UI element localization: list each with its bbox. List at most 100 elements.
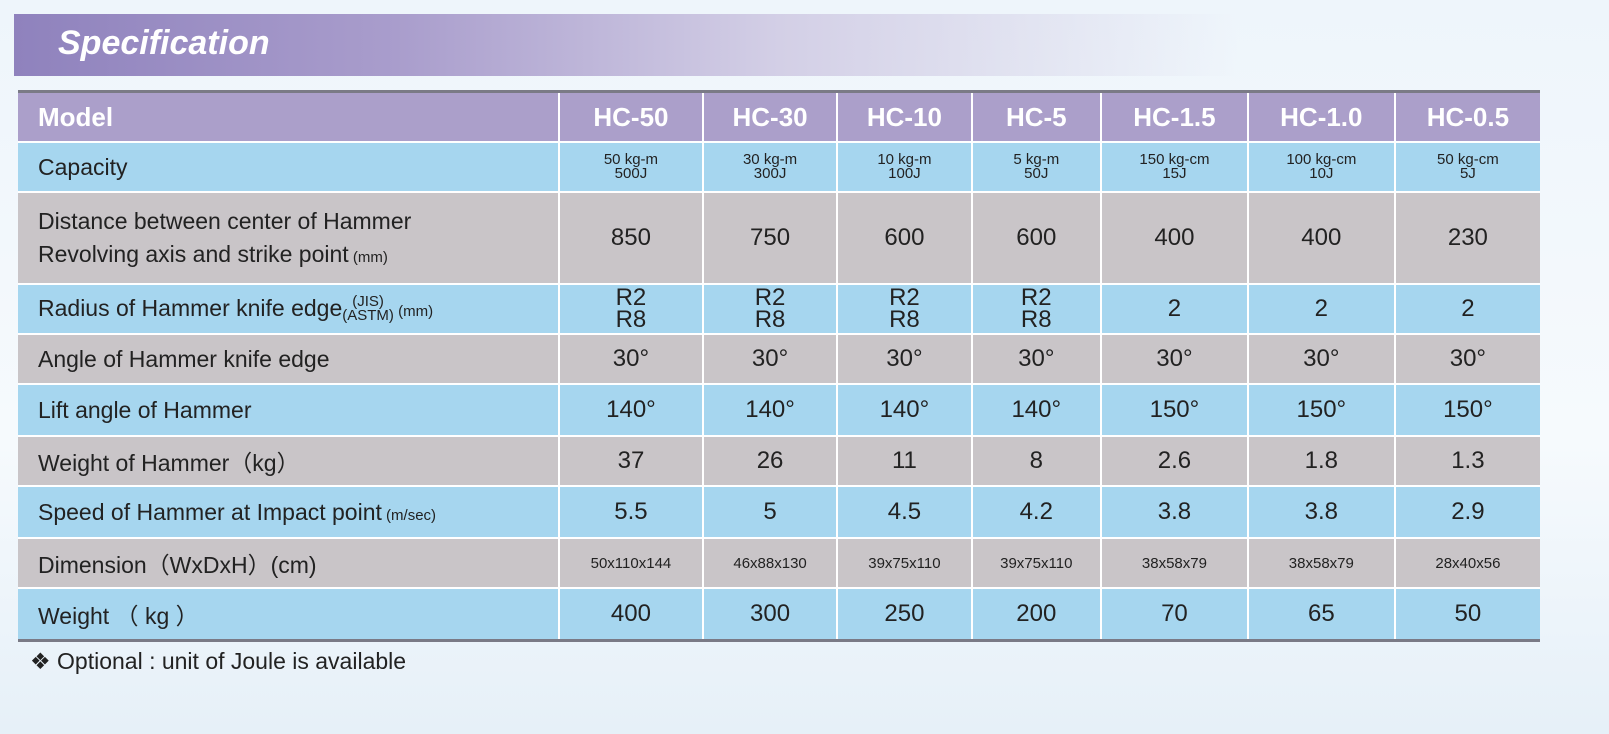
value-cell: 1.8 [1246, 436, 1395, 487]
value-cell: 65 [1246, 588, 1395, 642]
model-header: HC-1.5 [1099, 91, 1248, 143]
value-cell: 400 [1099, 192, 1248, 285]
value-line: 5 kg-m [1013, 151, 1060, 168]
value-cell: 50 [1393, 588, 1540, 642]
value-line: 50 kg-m [603, 151, 659, 168]
row-label: Speed of Hammer at Impact point (m/sec) [18, 486, 559, 539]
unit-label: (mm) [348, 249, 388, 266]
unit-label: (m/sec) [381, 506, 437, 524]
unit-label: (mm) [393, 302, 434, 320]
value-cell: 11 [836, 436, 972, 487]
value-line: 50 kg-cm [1437, 151, 1499, 168]
row-label: Weight of Hammer（kg） [18, 436, 559, 487]
value-line: 10J [1309, 165, 1334, 182]
value-cell: 70 [1099, 588, 1248, 642]
row-label: Radius of Hammer knife edge (JIS) (ASTM) (… [18, 284, 559, 335]
value-line: R8 [1020, 306, 1052, 333]
value-cell: 4.2 [970, 486, 1101, 539]
header-row: Model HC-50 HC-30 HC-10 HC-5 HC-1.5 HC-1.0 HC-0… [18, 91, 1540, 143]
value-cell: 140° [836, 384, 972, 437]
value-cell: 4.5 [836, 486, 972, 539]
spec-table: Model HC-50 HC-30 HC-10 HC-5 HC-1.5 HC-1.0 HC-0… [18, 90, 1540, 642]
table-row: Radius of Hammer knife edge (JIS) (ASTM) (… [18, 284, 1540, 335]
table-row: Lift angle of Hammer 140° 140° 140° 140° 150°… [18, 384, 1540, 437]
value-cell: 600 [970, 192, 1101, 285]
row-label: Angle of Hammer knife edge [18, 334, 559, 385]
value-cell: 50 kg-cm 5J [1393, 142, 1540, 193]
value-line: 150 kg-cm [1139, 151, 1210, 168]
value-cell: 50x110x144 [558, 538, 703, 589]
value-cell: 600 [836, 192, 972, 285]
value-cell: 300 [701, 588, 838, 642]
value-cell: 400 [558, 588, 703, 642]
value-cell: 30° [558, 334, 703, 385]
value-line: R2 [615, 284, 647, 311]
row-label-text: Angle of Hammer knife edge [38, 345, 330, 372]
row-label-line: Revolving axis and strike point (mm) [38, 241, 388, 267]
model-header: HC-30 [701, 91, 838, 143]
standard-astm: (ASTM) [342, 307, 394, 325]
section-title: Specification [58, 24, 270, 62]
value-cell: 5.5 [558, 486, 703, 539]
standard-label: (JIS) (ASTM) [342, 293, 394, 325]
row-label: Weight （ kg ） [18, 588, 559, 642]
table-row: Distance between center of Hammer Revolvi… [18, 192, 1540, 285]
row-label-text: Weight （ kg ） [38, 603, 199, 629]
value-cell: R2 R8 [701, 284, 838, 335]
standard-jis: (JIS) [352, 293, 384, 311]
row-label-line: Distance between center of Hammer [38, 208, 412, 234]
row-label-text: Radius of Hammer knife edge [38, 294, 343, 321]
value-cell: 2.6 [1099, 436, 1248, 487]
table-row: Speed of Hammer at Impact point (m/sec) 5… [18, 486, 1540, 539]
value-line: R2 [889, 284, 920, 311]
row-label-text: Capacity [38, 153, 128, 180]
value-cell: 1.3 [1393, 436, 1540, 487]
value-cell: 150° [1393, 384, 1540, 437]
table-row: Dimension（WxDxH）(cm) 50x110x144 46x88x130 3… [18, 538, 1540, 589]
row-label-text: Dimension（WxDxH）(cm) [38, 552, 317, 578]
value-cell: 28x40x56 [1393, 538, 1540, 589]
value-cell: 3.8 [1099, 486, 1248, 539]
value-cell: 30° [970, 334, 1101, 385]
value-line: 10 kg-m [877, 151, 932, 168]
model-header: HC-50 [558, 91, 703, 143]
model-header: HC-1.0 [1246, 91, 1395, 143]
table-row: Capacity 50 kg-m 500J 30 kg-m 300J 10 kg-m 100… [18, 142, 1540, 193]
row-label: Capacity [18, 142, 559, 193]
value-line: R8 [754, 306, 786, 333]
value-line: 5J [1459, 165, 1476, 182]
value-cell: 140° [558, 384, 703, 437]
value-cell: 750 [701, 192, 838, 285]
value-cell: R2 R8 [558, 284, 703, 335]
value-cell: 10 kg-m 100J [836, 142, 972, 193]
value-cell: 140° [970, 384, 1101, 437]
value-cell: 140° [701, 384, 838, 437]
row-label: Distance between center of Hammer Revolvi… [18, 192, 559, 285]
value-line: 30 kg-m [742, 151, 798, 168]
model-header: HC-0.5 [1393, 91, 1540, 143]
value-cell: 37 [558, 436, 703, 487]
value-cell: 150 kg-cm 15J [1099, 142, 1248, 193]
header-label: Model [18, 91, 559, 143]
value-cell: 850 [558, 192, 703, 285]
value-line: 100J [888, 165, 921, 182]
value-cell: 26 [701, 436, 838, 487]
value-cell: 2 [1099, 284, 1248, 335]
value-cell: 5 [701, 486, 838, 539]
value-line: R8 [889, 306, 920, 333]
value-line: R8 [615, 306, 647, 333]
value-cell: 30° [1099, 334, 1248, 385]
value-line: R2 [1020, 284, 1052, 311]
value-cell: 250 [836, 588, 972, 642]
value-cell: 150° [1246, 384, 1395, 437]
value-cell: 3.8 [1246, 486, 1395, 539]
value-cell: 30 kg-m 300J [701, 142, 838, 193]
value-line: R2 [754, 284, 786, 311]
row-label-text: Weight of Hammer（kg） [38, 450, 300, 476]
section-banner: Specification [14, 14, 1544, 76]
value-cell: 5 kg-m 50J [970, 142, 1101, 193]
row-label-text: Lift angle of Hammer [38, 396, 252, 423]
value-cell: 39x75x110 [836, 538, 972, 589]
row-label: Dimension（WxDxH）(cm) [18, 538, 559, 589]
value-cell: 30° [1393, 334, 1540, 385]
